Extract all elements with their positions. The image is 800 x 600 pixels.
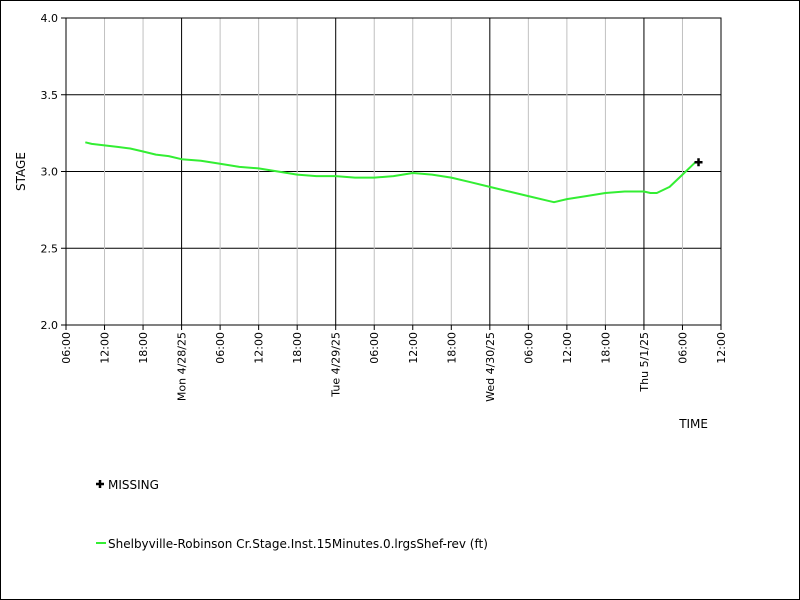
- grid-lines: [66, 18, 721, 325]
- x-tick-label: Wed 4/30/25: [484, 332, 497, 402]
- legend-label-missing: MISSING: [108, 478, 159, 492]
- y-tick-label: 2.0: [41, 319, 59, 332]
- y-tick-label: 4.0: [41, 12, 59, 25]
- x-tick-label: Tue 4/29/25: [330, 332, 343, 398]
- x-tick-label: 12:00: [715, 332, 728, 364]
- legend: MISSING Shelbyville-Robinson Cr.Stage.In…: [96, 478, 488, 551]
- x-axis: 06:00 12:00 18:00 Mon 4/28/25 06:00 12:00 18:0…: [60, 325, 728, 402]
- x-tick-label: 06:00: [368, 332, 381, 364]
- x-tick-label: 18:00: [445, 332, 458, 364]
- x-tick-label: 06:00: [522, 332, 535, 364]
- missing-markers: [694, 158, 703, 167]
- x-tick-label: 12:00: [99, 332, 112, 364]
- x-tick-label: Thu 5/1/25: [638, 332, 651, 393]
- series-line: [85, 141, 696, 204]
- plus-icon: [96, 480, 104, 488]
- y-tick-label: 3.5: [41, 89, 59, 102]
- x-tick-label: 12:00: [253, 332, 266, 364]
- y-axis: 2.0 2.5 3.0 3.5 4.0: [41, 12, 66, 332]
- legend-item-series: Shelbyville-Robinson Cr.Stage.Inst.15Min…: [96, 537, 488, 551]
- x-tick-label: 18:00: [137, 332, 150, 364]
- y-tick-label: 3.0: [41, 166, 59, 179]
- x-tick-label: 18:00: [599, 332, 612, 364]
- x-axis-title: TIME: [678, 417, 708, 431]
- x-tick-label: Mon 4/28/25: [176, 332, 189, 401]
- y-axis-title: STAGE: [14, 152, 28, 191]
- x-tick-label: 18:00: [291, 332, 304, 364]
- x-tick-label: 12:00: [407, 332, 420, 364]
- series-layer: [85, 141, 696, 204]
- y-tick-label: 2.5: [41, 242, 59, 255]
- x-tick-label: 06:00: [676, 332, 689, 364]
- x-tick-label: 06:00: [60, 332, 73, 364]
- legend-item-missing: MISSING: [96, 478, 159, 492]
- x-tick-label: 06:00: [214, 332, 227, 364]
- missing-point: [694, 158, 703, 167]
- x-tick-label: 12:00: [561, 332, 574, 364]
- legend-label-series: Shelbyville-Robinson Cr.Stage.Inst.15Min…: [108, 537, 488, 551]
